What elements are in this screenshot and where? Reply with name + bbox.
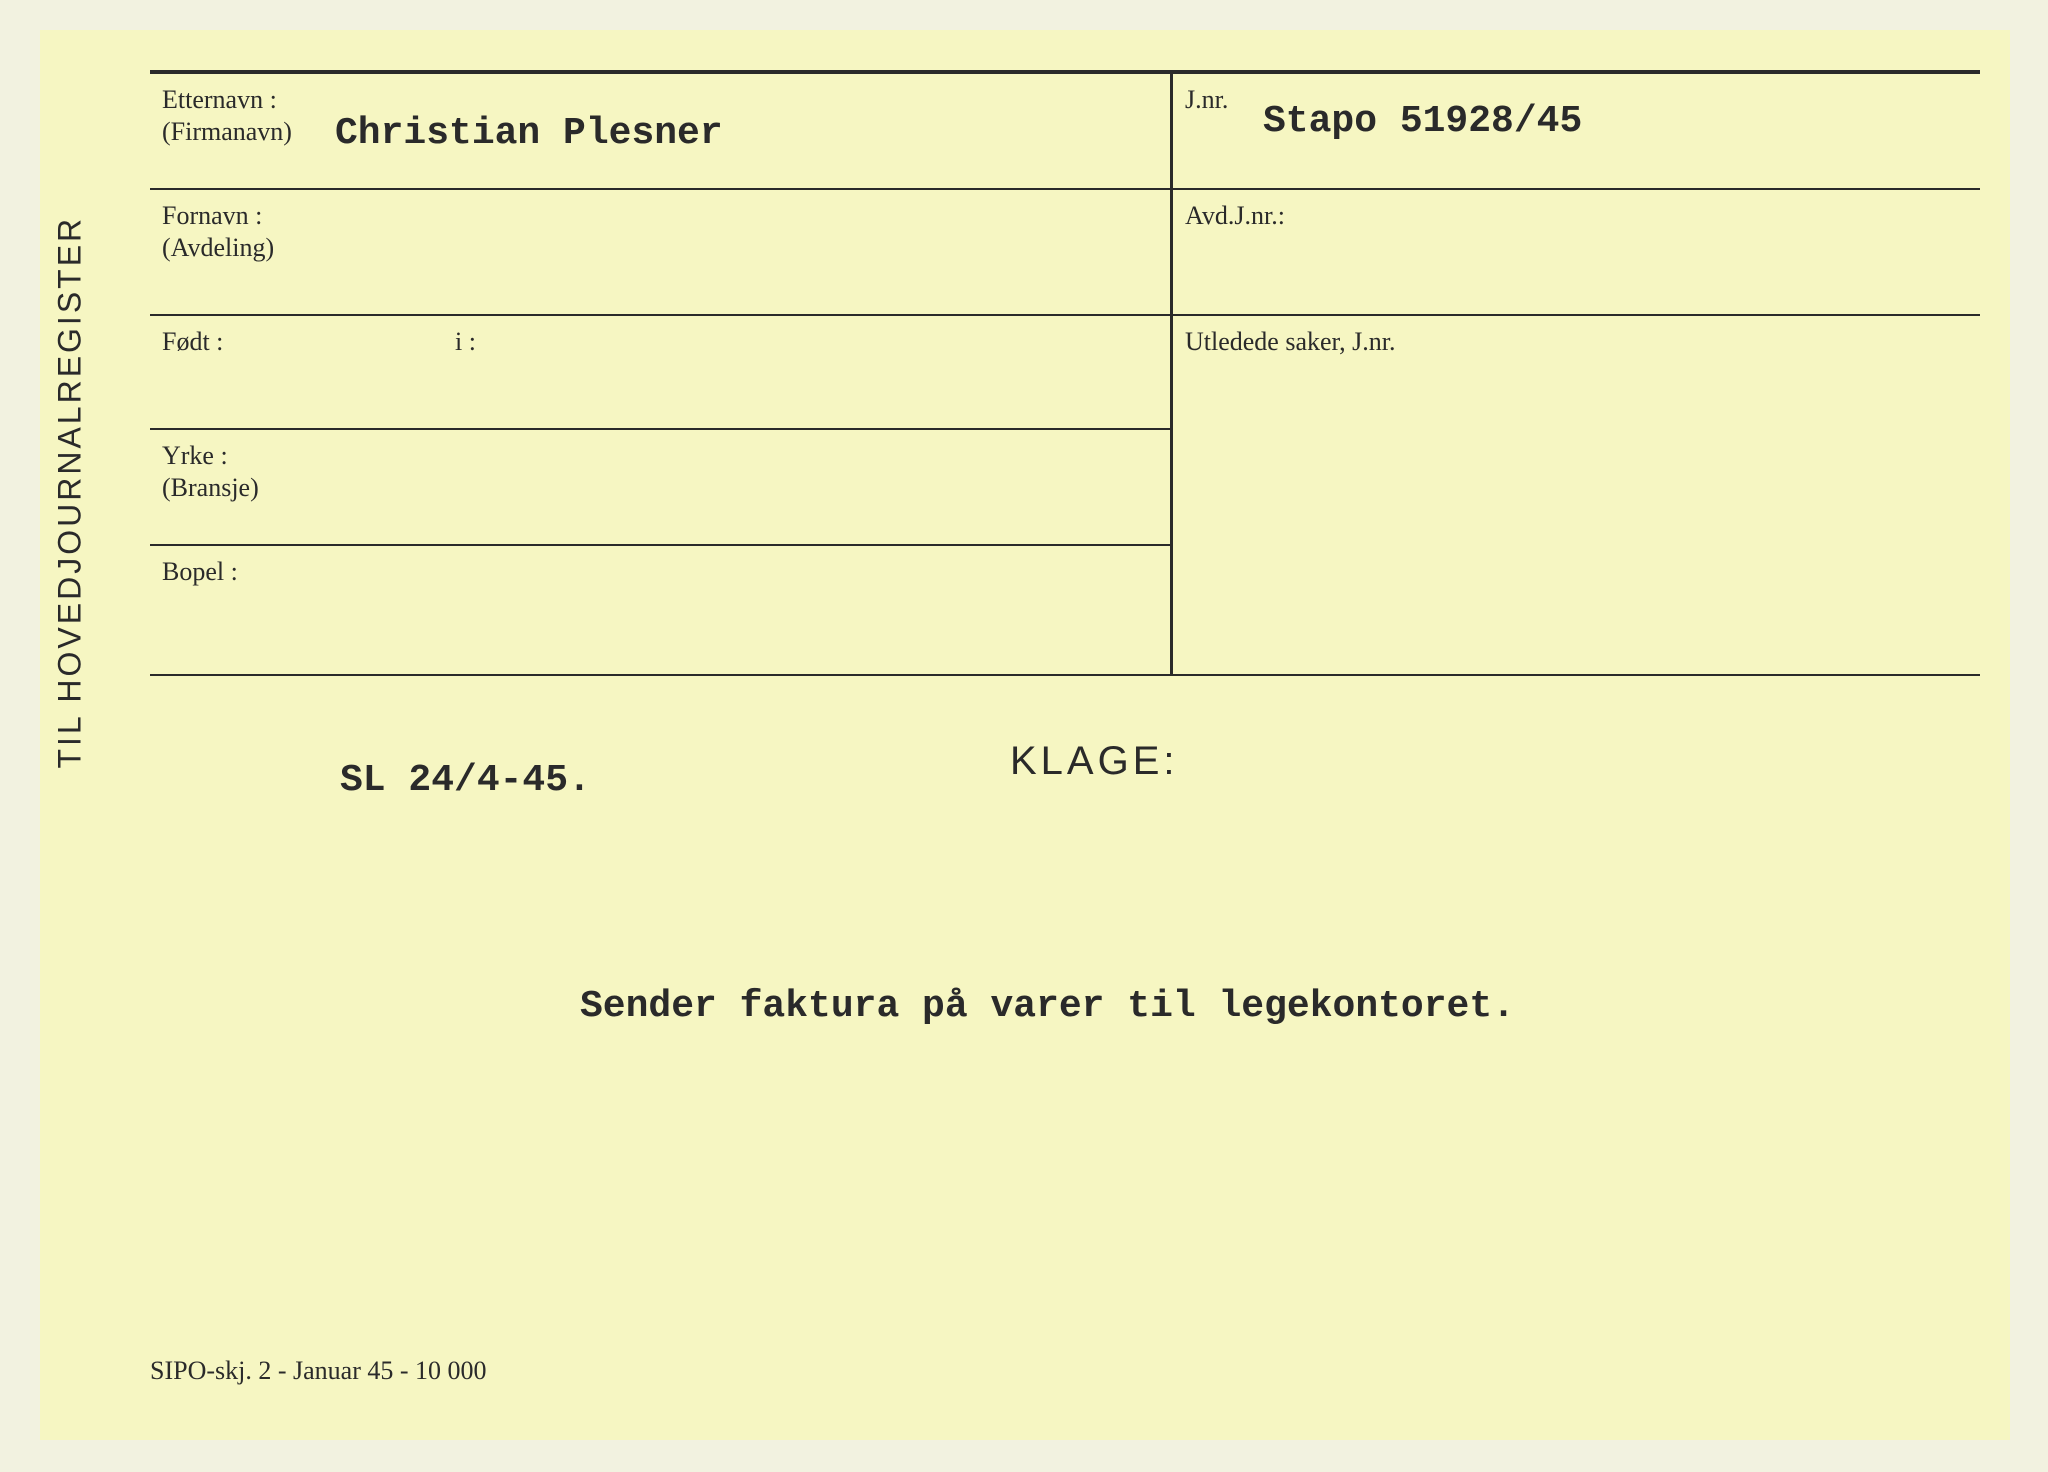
cell-utledede: Utledede saker, J.nr.	[1170, 316, 1980, 430]
label-bransje: (Bransje)	[162, 473, 1158, 503]
row-fodt-utledede: Født : i : Utledede saker, J.nr.	[150, 316, 1980, 430]
left-stack: Yrke : (Bransje) Bopel :	[150, 430, 1170, 676]
label-avdeling: (Avdeling)	[162, 233, 1158, 263]
label-bopel: Bopel :	[162, 556, 1158, 589]
cell-fornavn: Fornavn : (Avdeling)	[150, 190, 1170, 314]
form-grid: Etternavn : (Firmanavn) Christian Plesne…	[150, 74, 1980, 676]
label-fodt: Født :	[162, 327, 223, 356]
content-area: Etternavn : (Firmanavn) Christian Plesne…	[150, 70, 1980, 1420]
label-fodt-i: i :	[455, 326, 476, 359]
cell-utledede-continued	[1170, 430, 1980, 676]
row-yrke-bopel-block: Yrke : (Bransje) Bopel :	[150, 430, 1980, 676]
typed-jnr: Stapo 51928/45	[1263, 100, 1582, 143]
typed-body: Sender faktura på varer til legekontoret…	[580, 985, 1515, 1028]
typed-name: Christian Plesner	[335, 112, 723, 155]
typed-date: SL 24/4-45.	[340, 759, 591, 802]
registry-card: TIL HOVEDJOURNALREGISTER Etternavn : (Fi…	[40, 30, 2010, 1440]
cell-yrke: Yrke : (Bransje)	[150, 430, 1170, 546]
cell-bopel: Bopel :	[150, 546, 1170, 676]
label-fornavn: Fornavn :	[162, 200, 1158, 233]
label-yrke: Yrke :	[162, 440, 1158, 473]
cell-etternavn: Etternavn : (Firmanavn) Christian Plesne…	[150, 74, 1170, 188]
vertical-title: TIL HOVEDJOURNALREGISTER	[52, 216, 89, 769]
cell-jnr: J.nr. Stapo 51928/45	[1170, 74, 1980, 188]
cell-avdjnr: Avd.J.nr.:	[1170, 190, 1980, 314]
row-etternavn-jnr: Etternavn : (Firmanavn) Christian Plesne…	[150, 74, 1980, 190]
label-avdjnr: Avd.J.nr.:	[1185, 200, 1968, 233]
cell-fodt: Født : i :	[150, 316, 1170, 430]
klage-title: KLAGE:	[1010, 739, 1179, 784]
footer-text: SIPO-skj. 2 - Januar 45 - 10 000	[150, 1356, 487, 1386]
row-fornavn-avdjnr: Fornavn : (Avdeling) Avd.J.nr.:	[150, 190, 1980, 316]
label-utledede: Utledede saker, J.nr.	[1185, 326, 1968, 359]
